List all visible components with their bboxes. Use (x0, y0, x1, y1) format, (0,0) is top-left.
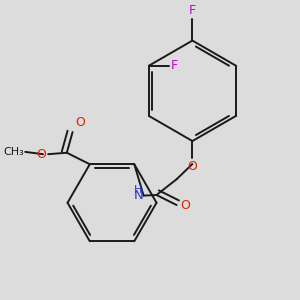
Text: H: H (134, 185, 142, 195)
Text: O: O (36, 148, 46, 161)
Text: O: O (75, 116, 85, 129)
Text: O: O (180, 199, 190, 212)
Text: CH₃: CH₃ (3, 147, 24, 157)
Text: F: F (189, 4, 196, 17)
Text: O: O (188, 160, 197, 173)
Text: N: N (134, 189, 144, 202)
Text: F: F (170, 59, 178, 72)
